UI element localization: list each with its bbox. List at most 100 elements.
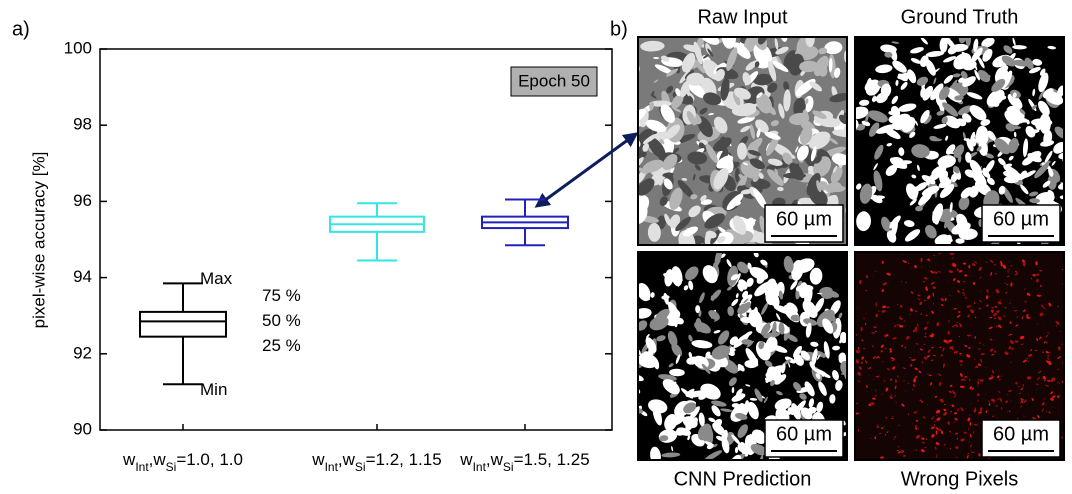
- grain: [638, 195, 650, 214]
- grain: [988, 326, 993, 330]
- grain: [671, 266, 683, 287]
- grain: [688, 351, 693, 358]
- grain: [868, 110, 888, 123]
- grain: [898, 424, 901, 426]
- grain: [1001, 55, 1016, 67]
- grain: [885, 387, 889, 392]
- grain: [973, 423, 978, 426]
- grain: [1046, 309, 1047, 311]
- grain: [1047, 360, 1052, 366]
- grain: [1036, 376, 1041, 380]
- annotation: 25 %: [262, 336, 301, 355]
- grain: [964, 37, 972, 47]
- annotation: 50 %: [262, 311, 301, 330]
- grain: [771, 321, 777, 338]
- grain: [934, 423, 936, 427]
- grain: [681, 177, 688, 181]
- grain: [920, 449, 925, 453]
- grain: [737, 116, 755, 124]
- grain: [668, 363, 674, 368]
- grain: [848, 289, 851, 290]
- grain: [942, 347, 945, 352]
- grain: [645, 119, 666, 133]
- grain: [997, 301, 1002, 305]
- grain: [638, 178, 655, 196]
- grain: [848, 355, 850, 358]
- grain: [959, 202, 964, 208]
- grain: [990, 272, 993, 276]
- grain: [930, 382, 933, 386]
- grain: [961, 51, 967, 56]
- grain: [904, 229, 921, 242]
- grain: [882, 282, 887, 286]
- grain: [931, 440, 933, 443]
- grain: [981, 37, 995, 48]
- grain: [738, 279, 748, 290]
- grain: [901, 403, 905, 407]
- grain: [752, 314, 760, 318]
- grain: [631, 168, 638, 174]
- grain: [744, 359, 758, 369]
- grain: [708, 112, 714, 116]
- grain: [966, 305, 971, 308]
- grain: [727, 345, 732, 350]
- grain: [712, 418, 723, 429]
- grain: [941, 379, 943, 381]
- grain: [765, 336, 778, 353]
- grain: [663, 178, 673, 190]
- grain: [850, 335, 854, 338]
- grain: [1000, 262, 1003, 267]
- x-tick-label-part: Int: [135, 460, 149, 474]
- grain: [1026, 119, 1030, 125]
- grain: [953, 307, 957, 310]
- grain: [1044, 150, 1053, 163]
- grain: [964, 345, 968, 348]
- grain: [654, 64, 674, 75]
- grain: [927, 349, 931, 353]
- grain: [855, 106, 869, 119]
- grain: [917, 294, 921, 297]
- grain: [957, 153, 962, 163]
- grain: [763, 396, 768, 404]
- grain: [793, 97, 806, 117]
- image-title: Raw Input: [697, 6, 787, 28]
- grain: [1020, 184, 1029, 195]
- x-tick-label-part: ,w: [149, 450, 167, 469]
- grain: [964, 296, 967, 299]
- grain: [1009, 117, 1024, 124]
- grain: [968, 378, 971, 382]
- grain: [911, 174, 917, 179]
- grain: [943, 411, 947, 416]
- grain: [649, 315, 669, 331]
- grain: [968, 441, 970, 443]
- grain: [895, 379, 897, 383]
- grain: [1058, 151, 1064, 160]
- grain: [745, 61, 757, 71]
- grain: [1050, 391, 1054, 395]
- grain: [1030, 348, 1033, 352]
- grain: [959, 385, 965, 389]
- grain: [955, 238, 965, 244]
- grain: [975, 365, 979, 369]
- grain: [992, 308, 995, 312]
- grain: [927, 373, 929, 375]
- grain: [960, 363, 962, 366]
- grain: [933, 209, 940, 225]
- grain: [990, 348, 994, 352]
- grain: [745, 384, 751, 387]
- grain: [806, 172, 821, 196]
- grain: [713, 330, 721, 334]
- grain: [870, 195, 886, 200]
- grain: [979, 276, 982, 279]
- grain: [970, 449, 972, 451]
- grain: [730, 274, 739, 281]
- grain: [638, 283, 651, 302]
- grain: [940, 398, 944, 403]
- grain: [1034, 162, 1050, 179]
- grain: [953, 144, 965, 158]
- grain: [872, 345, 874, 348]
- grain: [973, 38, 979, 52]
- grain: [911, 389, 914, 391]
- grain: [1016, 272, 1019, 274]
- grain: [923, 356, 928, 360]
